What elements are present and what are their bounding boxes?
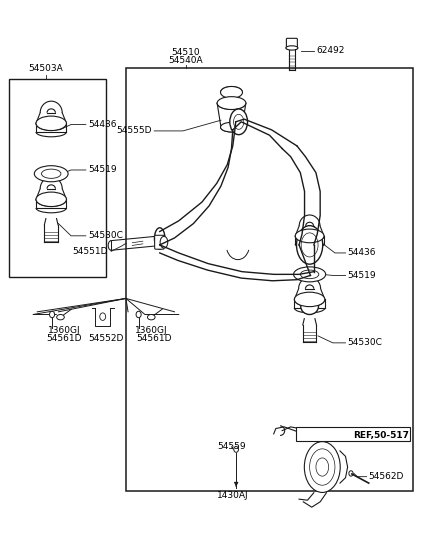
Text: 54436: 54436 xyxy=(348,249,376,258)
Bar xyxy=(9,79,106,277)
Text: 54540A: 54540A xyxy=(169,56,203,65)
Text: 62492: 62492 xyxy=(316,46,344,55)
Text: 54561D: 54561D xyxy=(46,334,82,343)
Ellipse shape xyxy=(160,236,168,248)
Text: 54561D: 54561D xyxy=(136,334,172,343)
Ellipse shape xyxy=(294,267,326,282)
Text: 54555D: 54555D xyxy=(116,126,152,136)
Text: 1360GJ: 1360GJ xyxy=(135,326,167,335)
Ellipse shape xyxy=(304,442,340,492)
Ellipse shape xyxy=(286,46,298,50)
Text: 54503A: 54503A xyxy=(28,64,63,73)
Ellipse shape xyxy=(297,225,323,264)
Ellipse shape xyxy=(136,312,141,318)
Text: 54559: 54559 xyxy=(217,442,246,451)
FancyBboxPatch shape xyxy=(296,427,410,441)
Text: 54562D: 54562D xyxy=(369,472,404,481)
Ellipse shape xyxy=(221,87,243,98)
Text: REF,50-517: REF,50-517 xyxy=(353,431,409,441)
Text: 54552D: 54552D xyxy=(88,334,124,343)
Text: 54510: 54510 xyxy=(172,48,200,56)
Ellipse shape xyxy=(230,109,247,134)
Ellipse shape xyxy=(34,166,68,182)
Ellipse shape xyxy=(50,312,54,318)
Text: 54436: 54436 xyxy=(88,120,116,129)
Ellipse shape xyxy=(295,292,325,307)
Ellipse shape xyxy=(217,97,246,110)
FancyBboxPatch shape xyxy=(155,235,164,249)
Text: 54551D: 54551D xyxy=(73,247,108,256)
Ellipse shape xyxy=(57,315,64,320)
Ellipse shape xyxy=(301,299,318,315)
Ellipse shape xyxy=(221,122,243,132)
FancyBboxPatch shape xyxy=(286,38,298,49)
Ellipse shape xyxy=(147,315,155,320)
Ellipse shape xyxy=(36,192,66,207)
Text: 54519: 54519 xyxy=(348,271,376,280)
Ellipse shape xyxy=(295,229,324,243)
Text: 54519: 54519 xyxy=(88,166,116,174)
Text: 1360GJ: 1360GJ xyxy=(48,326,80,335)
Bar xyxy=(126,68,413,491)
Ellipse shape xyxy=(36,116,66,131)
Text: 1430AJ: 1430AJ xyxy=(217,491,249,500)
Text: 54530C: 54530C xyxy=(88,231,123,240)
Ellipse shape xyxy=(234,447,238,452)
Ellipse shape xyxy=(154,228,165,249)
Text: 54530C: 54530C xyxy=(348,338,382,348)
